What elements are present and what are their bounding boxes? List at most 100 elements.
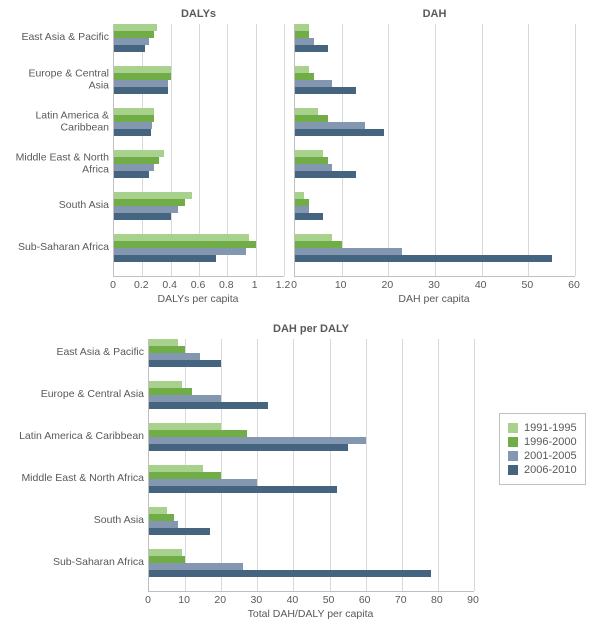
category-group: South Asia bbox=[114, 192, 284, 220]
bar bbox=[114, 87, 168, 94]
bar bbox=[114, 150, 164, 157]
bar bbox=[295, 157, 328, 164]
legend-swatch bbox=[508, 465, 518, 475]
category-group: East Asia & Pacific bbox=[114, 24, 284, 52]
plot-dalys: East Asia & PacificEurope & Central Asia… bbox=[113, 24, 284, 277]
x-tick: 10 bbox=[178, 594, 190, 606]
top-row: DALYs East Asia & PacificEurope & Centra… bbox=[8, 8, 592, 305]
x-tick: 30 bbox=[428, 279, 440, 291]
bar bbox=[149, 395, 221, 402]
x-tick: 60 bbox=[568, 279, 580, 291]
plot-dpd: East Asia & PacificEurope & Central Asia… bbox=[148, 339, 474, 592]
category-group: Europe & Central Asia bbox=[149, 381, 474, 409]
legend-swatch bbox=[508, 423, 518, 433]
bar bbox=[149, 360, 221, 367]
category-label: Latin America & Caribbean bbox=[9, 110, 109, 133]
legend-item: 2001-2005 bbox=[508, 450, 577, 462]
bar bbox=[149, 465, 203, 472]
bar bbox=[114, 108, 154, 115]
bar bbox=[295, 80, 332, 87]
x-tick: 1 bbox=[252, 279, 258, 291]
chart-dah-per-daly: DAH per DALY East Asia & PacificEurope &… bbox=[148, 323, 474, 620]
xticks-dpd: 0102030405060708090 bbox=[148, 592, 473, 606]
bar bbox=[114, 38, 149, 45]
category-group: Middle East & North Africa bbox=[149, 465, 474, 493]
category-label: Europe & Central Asia bbox=[9, 389, 144, 401]
bar bbox=[114, 115, 154, 122]
bar bbox=[114, 192, 192, 199]
bar bbox=[295, 115, 328, 122]
xlabel-dah: DAH per capita bbox=[294, 293, 574, 305]
category-label: Middle East & North Africa bbox=[9, 152, 109, 175]
category-label: South Asia bbox=[9, 515, 144, 527]
bar bbox=[149, 563, 243, 570]
bar bbox=[114, 199, 185, 206]
category-label: Middle East & North Africa bbox=[9, 473, 144, 485]
bar bbox=[149, 388, 192, 395]
bar bbox=[295, 31, 309, 38]
legend-label: 1996-2000 bbox=[524, 436, 577, 448]
bar bbox=[114, 213, 171, 220]
category-label: South Asia bbox=[9, 200, 109, 212]
bar bbox=[295, 213, 323, 220]
bar bbox=[149, 556, 185, 563]
category-group bbox=[295, 66, 575, 94]
category-group bbox=[295, 108, 575, 136]
bar bbox=[149, 472, 221, 479]
category-group: Sub-Saharan Africa bbox=[149, 549, 474, 577]
bar bbox=[114, 45, 145, 52]
x-tick: 0.2 bbox=[134, 279, 149, 291]
legend-label: 2001-2005 bbox=[524, 450, 577, 462]
bar bbox=[114, 206, 178, 213]
bar bbox=[114, 24, 157, 31]
category-label: Latin America & Caribbean bbox=[9, 431, 144, 443]
bar bbox=[149, 549, 182, 556]
category-group: Latin America & Caribbean bbox=[149, 423, 474, 451]
bar bbox=[295, 150, 323, 157]
bar bbox=[149, 521, 178, 528]
category-group bbox=[295, 24, 575, 52]
bar bbox=[295, 234, 332, 241]
x-tick: 50 bbox=[323, 594, 335, 606]
legend-swatch bbox=[508, 437, 518, 447]
bar bbox=[149, 381, 182, 388]
bar bbox=[295, 73, 314, 80]
legend-item: 1991-1995 bbox=[508, 422, 577, 434]
x-tick: 30 bbox=[250, 594, 262, 606]
bar bbox=[114, 31, 154, 38]
bar bbox=[149, 514, 174, 521]
category-label: East Asia & Pacific bbox=[9, 347, 144, 359]
bar bbox=[295, 129, 384, 136]
category-group bbox=[295, 150, 575, 178]
chart-dalys: DALYs East Asia & PacificEurope & Centra… bbox=[113, 8, 284, 305]
bar bbox=[295, 192, 304, 199]
bar bbox=[149, 402, 268, 409]
legend-label: 2006-2010 bbox=[524, 464, 577, 476]
x-tick: 10 bbox=[335, 279, 347, 291]
legend-item: 2006-2010 bbox=[508, 464, 577, 476]
xlabel-dpd: Total DAH/DALY per capita bbox=[148, 608, 473, 620]
xlabel-dalys: DALYs per capita bbox=[113, 293, 283, 305]
bar bbox=[114, 164, 154, 171]
bar bbox=[295, 87, 356, 94]
bar bbox=[149, 444, 348, 451]
bar bbox=[295, 171, 356, 178]
bottom-row: DAH per DALY East Asia & PacificEurope &… bbox=[8, 323, 592, 620]
bar bbox=[114, 129, 151, 136]
bar bbox=[295, 38, 314, 45]
x-tick: 90 bbox=[467, 594, 479, 606]
x-tick: 40 bbox=[287, 594, 299, 606]
bar bbox=[149, 353, 200, 360]
legend-swatch bbox=[508, 451, 518, 461]
bar bbox=[114, 122, 152, 129]
x-tick: 1.2 bbox=[276, 279, 291, 291]
bar bbox=[149, 528, 210, 535]
x-tick: 0 bbox=[291, 279, 297, 291]
x-tick: 60 bbox=[359, 594, 371, 606]
bar bbox=[114, 66, 171, 73]
bar bbox=[295, 164, 332, 171]
x-tick: 0.6 bbox=[191, 279, 206, 291]
bar bbox=[114, 80, 168, 87]
x-tick: 0.8 bbox=[219, 279, 234, 291]
category-group bbox=[295, 192, 575, 220]
